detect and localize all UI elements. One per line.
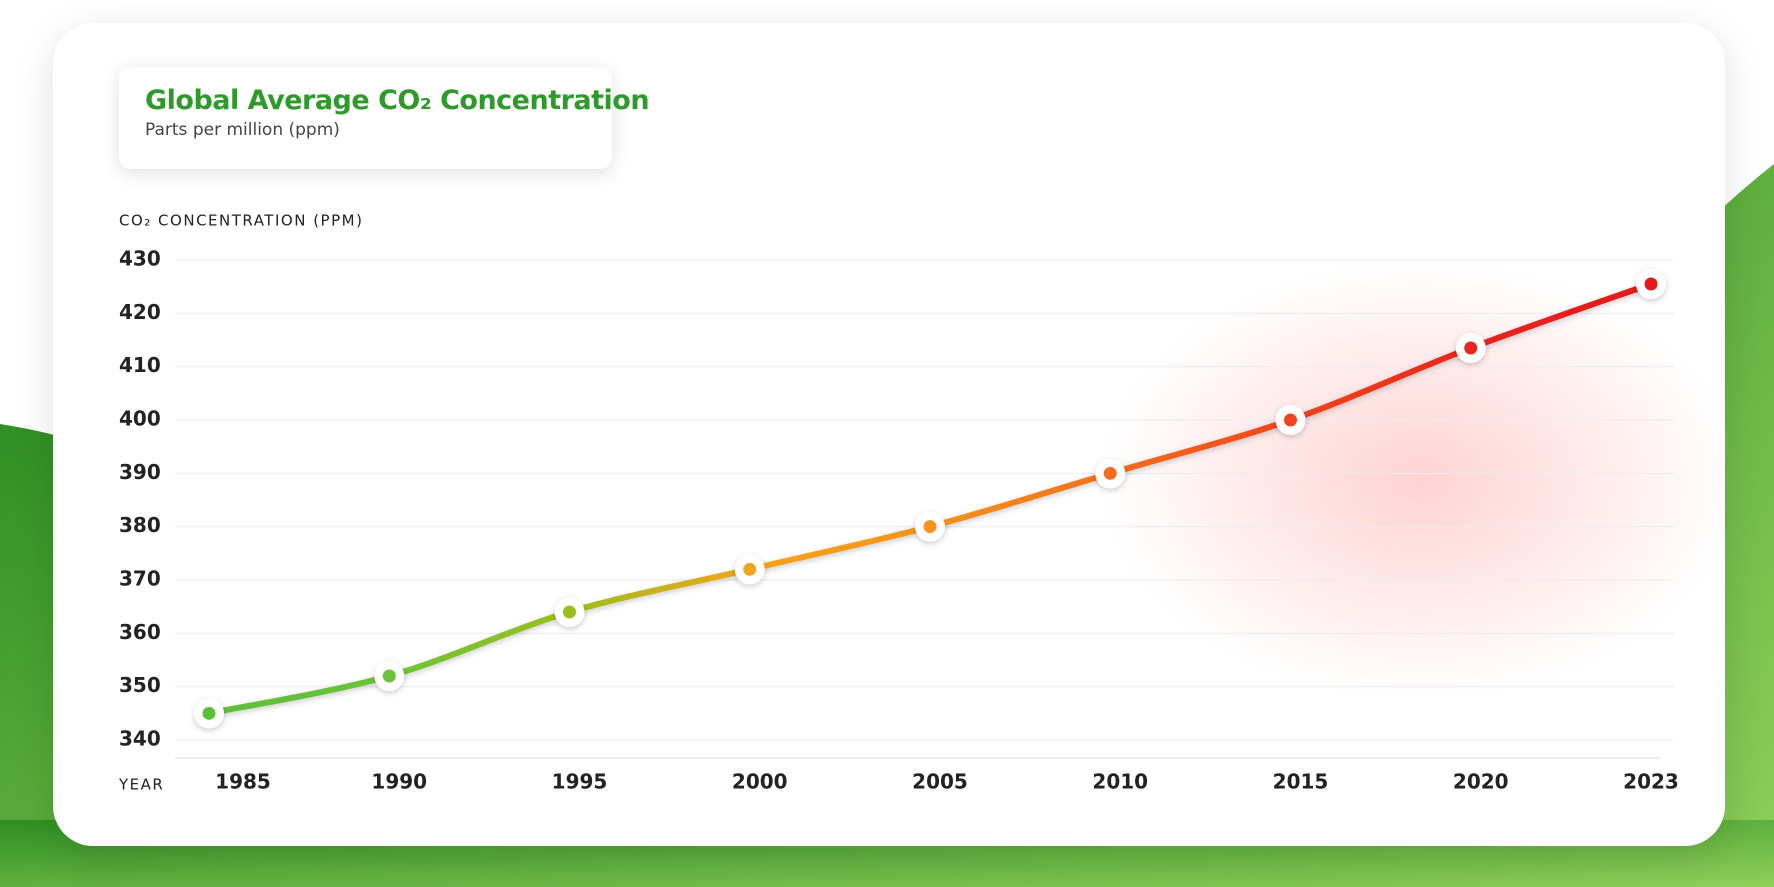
x-tick-label: 2020: [1453, 770, 1509, 794]
x-axis-label: YEAR: [118, 776, 164, 794]
x-tick-label: 2000: [732, 770, 788, 794]
y-tick-label: 400: [119, 407, 161, 431]
point: [1103, 466, 1117, 480]
y-tick-label: 370: [119, 567, 161, 591]
y-tick-label: 350: [119, 673, 161, 697]
point: [1284, 413, 1297, 427]
point: [1644, 277, 1658, 291]
y-tick-label: 380: [119, 513, 161, 537]
y-tick-label: 360: [119, 620, 161, 644]
chart-title: Global Average CO₂ Concentration: [145, 85, 650, 116]
x-tick-label: 1990: [371, 770, 427, 794]
y-tick-label: 420: [119, 300, 161, 324]
y-tick-label: 340: [119, 727, 161, 751]
y-tick-label: 390: [119, 460, 161, 484]
glow: [1100, 260, 1740, 700]
point: [923, 520, 937, 534]
title-box: Global Average CO₂ Concentration Parts p…: [119, 67, 650, 169]
chart-subtitle: Parts per million (ppm): [145, 120, 340, 140]
y-tick-label: 430: [119, 247, 161, 271]
x-tick-label: 2015: [1273, 770, 1329, 794]
y-tick-label: 410: [119, 353, 161, 377]
point: [1464, 341, 1478, 355]
x-tick-label: 2023: [1623, 770, 1679, 794]
x-tick-label: 1985: [215, 770, 271, 794]
point: [743, 562, 757, 576]
x-tick-label: 2005: [912, 770, 968, 794]
x-tick-label: 1995: [552, 770, 608, 794]
x-tick-label: 2010: [1092, 770, 1148, 794]
y-axis-label: CO₂ CONCENTRATION (PPM): [119, 212, 363, 230]
point: [202, 706, 216, 720]
point: [382, 669, 396, 683]
point: [563, 605, 576, 619]
